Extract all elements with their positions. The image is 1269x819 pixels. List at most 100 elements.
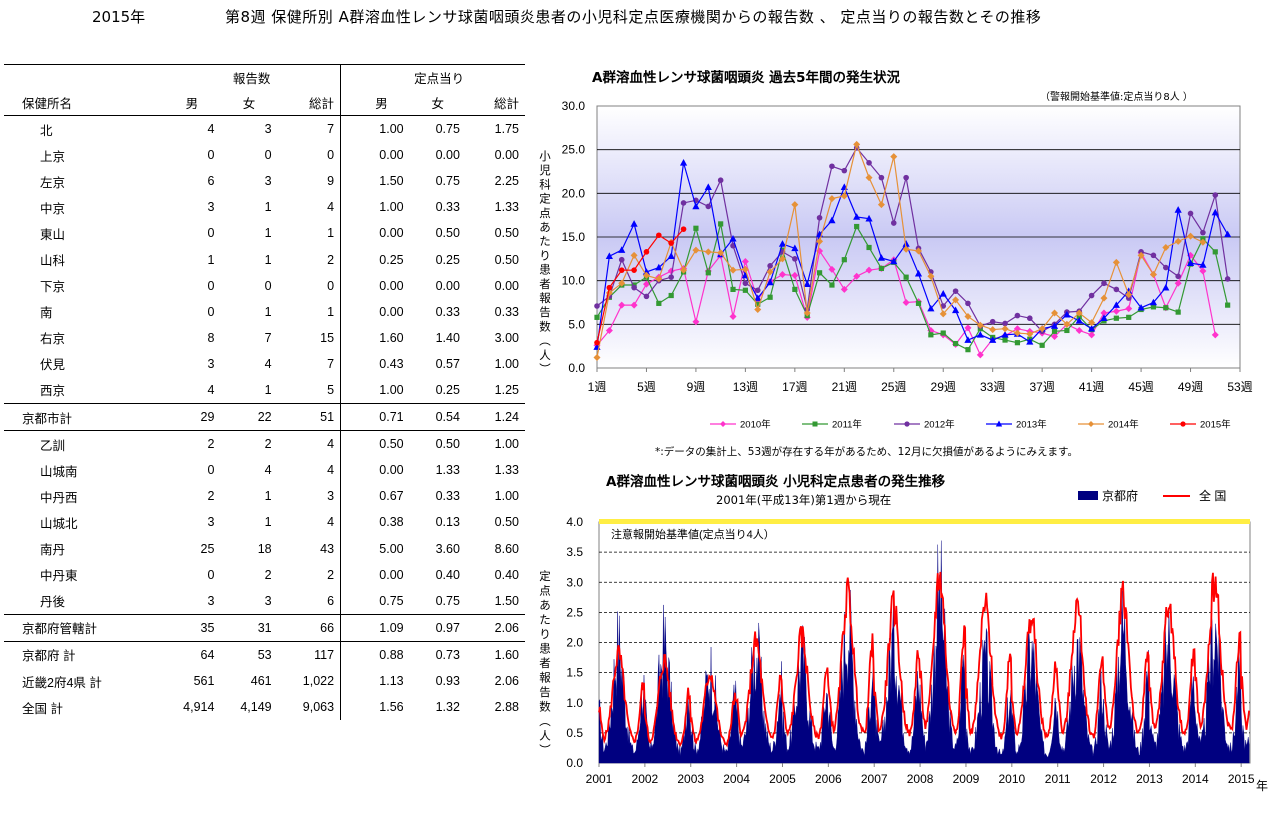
row-value: 1 bbox=[264, 200, 272, 215]
chart2-ylabel-char: 者 bbox=[539, 657, 551, 670]
data-point bbox=[717, 249, 725, 257]
data-point bbox=[989, 336, 997, 343]
chart2-y-tick-label: 2.5 bbox=[566, 605, 583, 619]
data-point bbox=[903, 274, 909, 280]
data-point bbox=[1088, 324, 1096, 332]
chart1-ylabel-char: 小 bbox=[539, 150, 551, 163]
data-point bbox=[865, 174, 873, 182]
data-point bbox=[1224, 230, 1232, 238]
row-value: 2.06 bbox=[465, 613, 525, 642]
row-value: 0 bbox=[327, 148, 335, 163]
data-point bbox=[1100, 294, 1108, 302]
data-point bbox=[965, 300, 971, 307]
data-point bbox=[729, 312, 737, 320]
legend-marker bbox=[720, 421, 726, 427]
data-point bbox=[902, 299, 910, 306]
row-value: 3 bbox=[327, 489, 335, 504]
data-point bbox=[1174, 237, 1182, 245]
legend-label: 2013年 bbox=[1016, 419, 1047, 431]
table-gap bbox=[340, 350, 354, 377]
row-value: 4,149 bbox=[240, 700, 272, 715]
data-point bbox=[803, 313, 811, 321]
data-point bbox=[1199, 261, 1207, 268]
data-point bbox=[668, 240, 674, 246]
row-value: 0.75 bbox=[379, 593, 404, 608]
table-row: 中丹東 0 2 2 0.00 0.40 0.40 bbox=[4, 561, 525, 588]
data-point bbox=[927, 272, 935, 280]
row-value: 0 bbox=[327, 278, 335, 293]
row-value: 2 bbox=[264, 437, 272, 452]
data-point bbox=[853, 140, 861, 148]
table-gap bbox=[340, 64, 354, 89]
table-row: 京都市計 29 22 51 0.71 0.54 1.24 bbox=[4, 403, 525, 432]
chart1-ylabel-char: 告 bbox=[539, 306, 551, 319]
column-header: 男 bbox=[185, 96, 199, 111]
row-value: 66 bbox=[277, 613, 341, 642]
data-point bbox=[1089, 326, 1095, 333]
row-value: 0.25 bbox=[379, 252, 404, 267]
data-point bbox=[593, 354, 601, 362]
chart1-x-tick-label: 5週 bbox=[637, 380, 656, 394]
data-point bbox=[778, 255, 786, 263]
data-point bbox=[828, 216, 836, 224]
row-value: 3.00 bbox=[494, 330, 519, 345]
chart2-ylabel-char: 定 bbox=[539, 569, 551, 583]
chart2-ylabel-char: た bbox=[539, 614, 551, 627]
data-point bbox=[680, 266, 688, 274]
table-row: 南 0 1 1 0.00 0.33 0.33 bbox=[4, 298, 525, 325]
data-point bbox=[940, 330, 946, 336]
row-value: 1 bbox=[207, 252, 215, 267]
table-row: 近畿2府4県 計 561 461 1,022 1.13 0.93 2.06 bbox=[4, 667, 525, 695]
data-point bbox=[778, 240, 787, 247]
chart1-y-tick-label: 30.0 bbox=[562, 99, 586, 113]
data-point bbox=[1063, 320, 1071, 328]
chart1-x-tick-label: 33週 bbox=[980, 380, 1005, 394]
chart2-x-tick-label: 2015 bbox=[1228, 772, 1255, 786]
data-point bbox=[693, 197, 699, 204]
row-value: 2 bbox=[327, 567, 335, 582]
data-point bbox=[840, 285, 848, 293]
row-value: 0.33 bbox=[435, 304, 460, 319]
chart2-x-unit: 年 bbox=[1256, 779, 1268, 793]
data-point bbox=[1125, 287, 1133, 294]
data-point bbox=[1187, 210, 1194, 217]
table-row: 右京 8 7 15 1.60 1.40 3.00 bbox=[4, 324, 525, 351]
table-row: 北 4 3 7 1.00 0.75 1.75 bbox=[4, 115, 525, 143]
data-point bbox=[1038, 324, 1046, 332]
data-point bbox=[754, 287, 761, 294]
table-corner bbox=[4, 64, 164, 89]
chart1-x-tick-label: 13週 bbox=[733, 380, 758, 394]
series-2011年 bbox=[594, 221, 1231, 353]
data-point bbox=[741, 271, 749, 279]
chart1-x-tick-label: 37週 bbox=[1029, 380, 1054, 394]
data-point bbox=[1038, 325, 1046, 333]
row-value: 0.75 bbox=[409, 115, 466, 143]
row-value: 0.00 bbox=[379, 304, 404, 319]
table-row: 京都府 計 64 53 117 0.88 0.73 1.60 bbox=[4, 641, 525, 668]
table-row: 京都府管轄計 35 31 66 1.09 0.97 2.06 bbox=[4, 613, 525, 642]
data-point bbox=[618, 301, 626, 309]
data-point bbox=[804, 313, 810, 319]
row-value: 1.00 bbox=[494, 437, 519, 452]
chart2-x-tick-label: 2002 bbox=[632, 772, 659, 786]
chart2-title: A群溶血性レンサ球菌咽頭炎 小児科定点患者の発生推移 bbox=[606, 474, 946, 490]
data-point bbox=[1174, 206, 1182, 213]
series-line-2014年 bbox=[596, 142, 1204, 358]
data-point bbox=[915, 245, 922, 252]
data-point bbox=[1150, 304, 1157, 310]
data-point bbox=[1112, 307, 1120, 315]
data-point bbox=[829, 163, 835, 170]
data-point bbox=[631, 267, 637, 273]
row-value: 0.67 bbox=[379, 489, 404, 504]
data-point bbox=[1162, 283, 1170, 291]
row-value: 0 bbox=[207, 304, 215, 319]
row-name: 山科 bbox=[40, 254, 66, 269]
row-value: 3 bbox=[264, 174, 272, 189]
data-point bbox=[766, 278, 774, 286]
data-point bbox=[792, 286, 798, 292]
chart1-ylabel-char: た bbox=[539, 235, 551, 248]
row-name: 伏見 bbox=[40, 358, 66, 373]
data-point bbox=[1064, 327, 1070, 334]
row-value: 1 bbox=[264, 226, 272, 241]
data-point bbox=[606, 293, 613, 300]
